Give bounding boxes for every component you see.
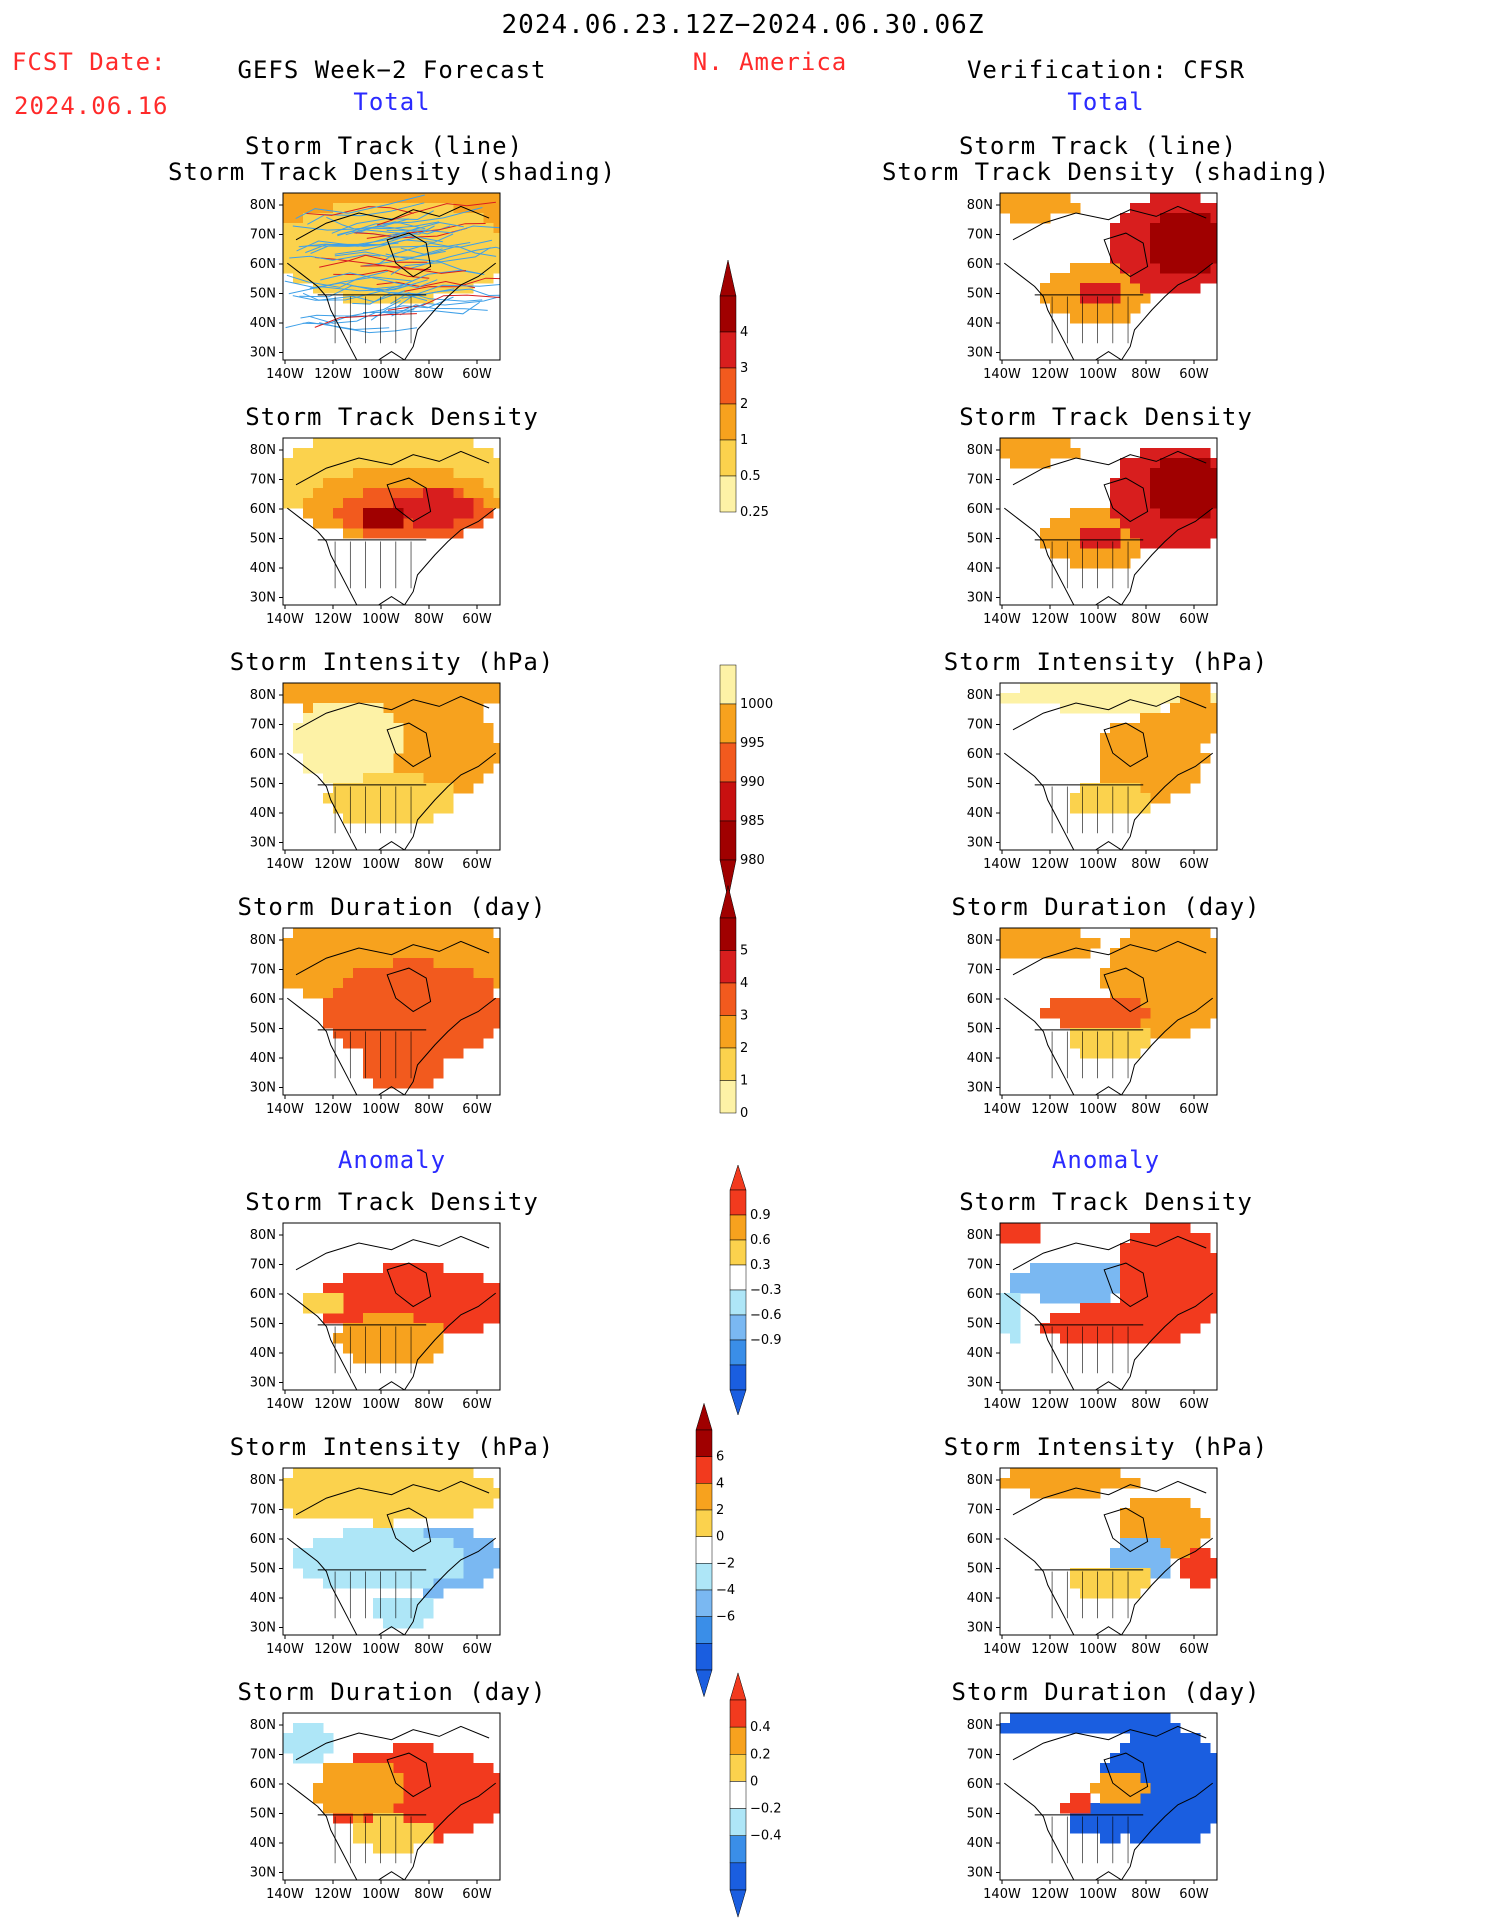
colorbar-label: 2 <box>740 397 748 412</box>
colorbar-label: 4 <box>740 325 748 340</box>
colorbars: 43210.50.2510009959909859805432100.90.60… <box>0 0 1487 1925</box>
colorbar-label: 4 <box>716 1476 724 1491</box>
colorbar-label: 2 <box>740 1041 748 1056</box>
colorbar-label: −0.3 <box>750 1283 782 1298</box>
colorbar-label: −0.6 <box>750 1308 782 1323</box>
colorbar-anom-density: 0.9 0.6 0.3 −0.3 −0.6 −0.9 <box>730 1165 782 1415</box>
colorbar-label: 3 <box>740 361 748 376</box>
colorbar-label: 0 <box>740 1106 748 1121</box>
colorbar-label: 3 <box>740 1009 748 1024</box>
colorbar-intensity: 1000 995 990 985 980 <box>720 665 773 899</box>
colorbar-label: 980 <box>740 853 765 868</box>
colorbar-label: 6 <box>716 1450 724 1465</box>
colorbar-density: 4 3 2 1 0.5 0.25 <box>720 260 769 520</box>
colorbar-label: 1 <box>740 433 748 448</box>
colorbar-label: 5 <box>740 944 748 959</box>
colorbar-label: 0.2 <box>750 1747 771 1762</box>
colorbar-label: 1 <box>740 1074 748 1089</box>
colorbar-label: 0.4 <box>750 1720 771 1735</box>
colorbar-label: −6 <box>716 1610 735 1625</box>
colorbar-label: 0.6 <box>750 1233 771 1248</box>
colorbar-anom-intensity: 6 4 2 0 −2 −4 −6 <box>696 1403 735 1696</box>
colorbar-label: 2 <box>716 1503 724 1518</box>
colorbar-label: 990 <box>740 775 765 790</box>
colorbar-label: 0 <box>716 1530 724 1545</box>
colorbar-label: 0.5 <box>740 469 761 484</box>
colorbar-anom-duration: 0.4 0.2 0 −0.2 −0.4 <box>730 1673 782 1917</box>
colorbar-label: 1000 <box>740 697 773 712</box>
colorbar-label: −0.4 <box>750 1829 782 1844</box>
colorbar-label: 4 <box>740 976 748 991</box>
colorbar-duration: 5 4 3 2 1 0 <box>720 886 748 1122</box>
colorbar-label: −2 <box>716 1556 735 1571</box>
colorbar-label: 0.9 <box>750 1208 771 1223</box>
colorbar-label: 0 <box>750 1774 758 1789</box>
colorbar-label: 0.3 <box>750 1258 771 1273</box>
colorbar-label: −0.2 <box>750 1802 782 1817</box>
colorbar-label: 995 <box>740 736 765 751</box>
colorbar-label: 0.25 <box>740 505 769 520</box>
colorbar-label: −0.9 <box>750 1333 782 1348</box>
colorbar-label: −4 <box>716 1583 735 1598</box>
colorbar-label: 985 <box>740 814 765 829</box>
